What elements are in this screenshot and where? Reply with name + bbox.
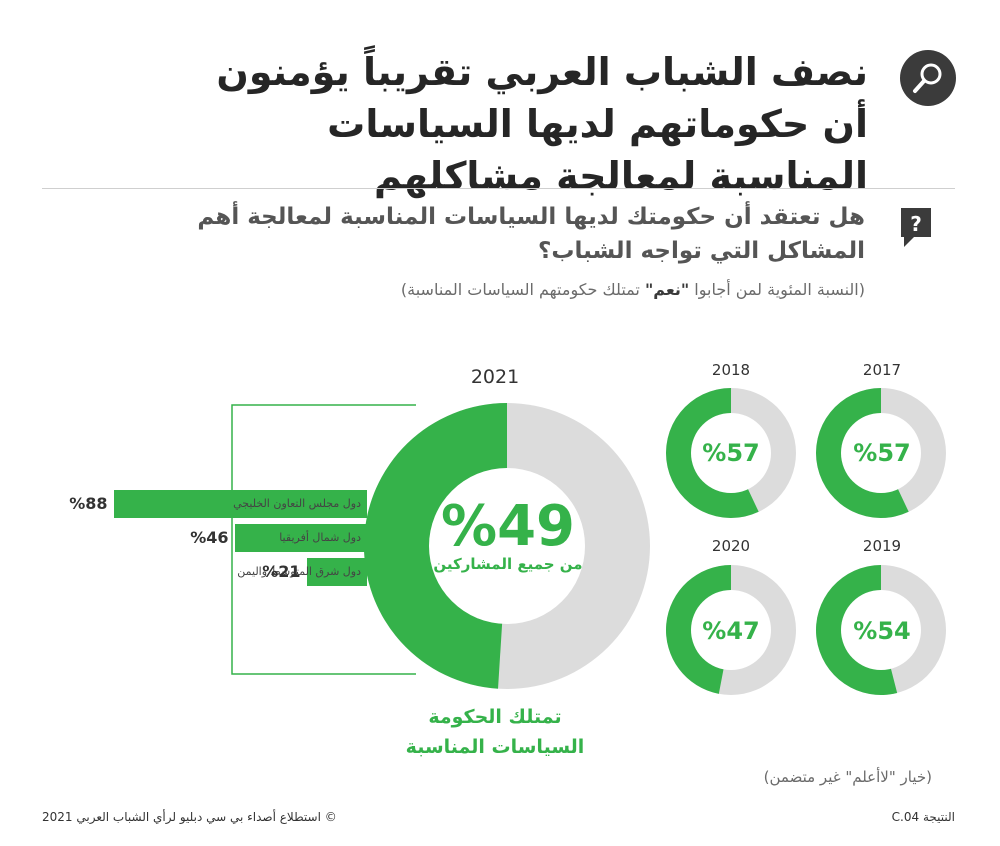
page-title: نصف الشباب العربي تقريباً يؤمنون أن حكوم… bbox=[216, 50, 868, 198]
question-text: هل تعتقد أن حكومتك لديها السياسات المناس… bbox=[197, 204, 865, 264]
small-donuts bbox=[665, 387, 946, 695]
main-percent-label: %49 bbox=[440, 494, 576, 559]
pct-label-2019: %54 bbox=[853, 617, 911, 645]
donut-2021-hole bbox=[429, 468, 585, 624]
donut-2019-hole bbox=[841, 590, 921, 670]
main-donut-2021 bbox=[363, 403, 650, 689]
svg-text:?: ? bbox=[910, 212, 922, 236]
donut-2018-hole bbox=[691, 413, 771, 493]
donut-2020 bbox=[665, 565, 796, 695]
bar-category-label: دول شمال أفريقيا bbox=[279, 531, 361, 544]
bar-value-label: %46 bbox=[190, 528, 229, 547]
year-label-2018: 2018 bbox=[711, 361, 751, 379]
donut-2019 bbox=[816, 565, 946, 695]
bracket-connector bbox=[231, 404, 416, 675]
footer-finding: النتيجة C.04 bbox=[891, 810, 955, 824]
footer-source: © استطلاع أصداء بي سي دبليو لرأي الشباب … bbox=[42, 810, 337, 824]
bar bbox=[113, 490, 367, 518]
subtitle-after: تمتلك حكومتهم السياسات المناسبة) bbox=[400, 280, 645, 299]
donut-2017-hole bbox=[841, 413, 921, 493]
bar-category-label: دول مجلس التعاون الخليجي bbox=[233, 497, 361, 510]
main-sub-label: من جميع المشاركين bbox=[433, 555, 583, 573]
bar-category-label: دول شرق المتوسط واليمن bbox=[237, 565, 361, 578]
note: (خيار "لاأعلم" غير متضمن) bbox=[763, 768, 932, 786]
magnifier-icon bbox=[900, 50, 956, 106]
year-label-2019: 2019 bbox=[862, 537, 902, 555]
bar-value-label: %88 bbox=[69, 494, 108, 513]
pct-label-2020: %47 bbox=[702, 617, 760, 645]
year-label-2017: 2017 bbox=[862, 361, 902, 379]
bar bbox=[306, 558, 367, 586]
donut-2020-hole bbox=[691, 590, 771, 670]
main-caption: تمتلك الحكومة السياسات المناسبة bbox=[405, 706, 585, 758]
pct-label-2017: %57 bbox=[853, 439, 911, 467]
subtitle-before: (النسبة المئوية لمن أجابوا bbox=[689, 280, 865, 299]
question-bubble-icon: ? bbox=[898, 205, 934, 249]
subtitle: (النسبة المئوية لمن أجابوا "نعم" تمتلك ح… bbox=[145, 280, 865, 299]
main-year-label: 2021 bbox=[470, 366, 520, 388]
bar bbox=[234, 524, 367, 552]
pct-label-2018: %57 bbox=[702, 439, 760, 467]
donut-2018 bbox=[665, 387, 796, 518]
bar-value-label: %21 bbox=[262, 562, 301, 581]
divider bbox=[42, 188, 955, 189]
subtitle-highlight: "نعم" bbox=[644, 280, 690, 299]
donut-2017 bbox=[815, 387, 946, 518]
year-label-2020: 2020 bbox=[711, 537, 751, 555]
